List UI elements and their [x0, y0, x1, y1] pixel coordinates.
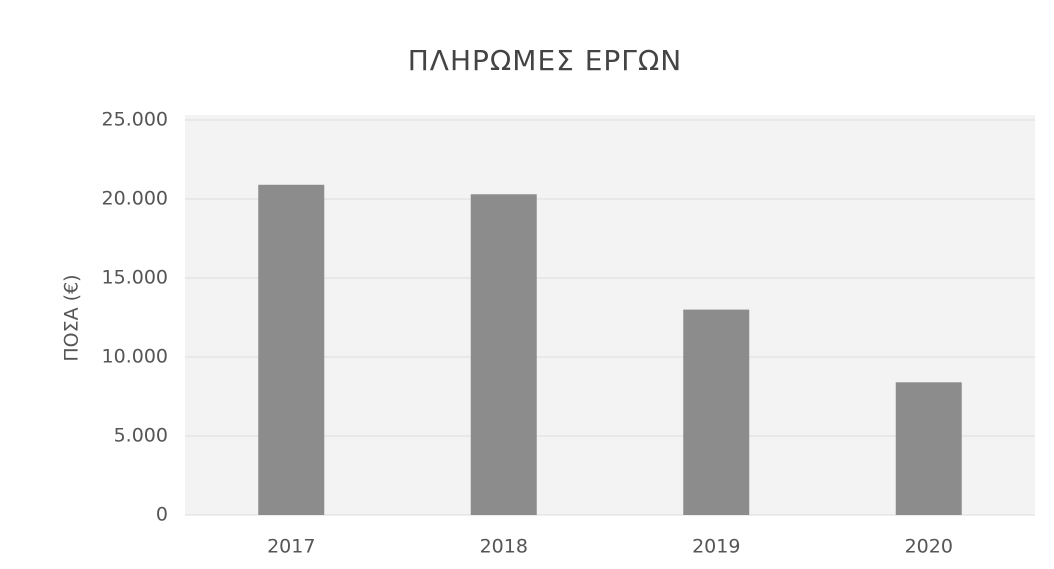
bar	[470, 194, 537, 515]
y-tick-label: 20.000	[102, 188, 168, 210]
bar	[683, 309, 750, 515]
y-tick-label: 15.000	[102, 267, 168, 289]
y-axis-label: ΠΟΣΑ (€)	[61, 274, 83, 361]
x-tick-label: 2018	[480, 536, 528, 558]
x-tick-label: 2019	[692, 536, 740, 558]
plot-area	[185, 115, 1035, 515]
bar	[895, 382, 962, 515]
y-tick-label: 5.000	[114, 425, 168, 447]
x-tick-label: 2017	[267, 536, 315, 558]
bar	[258, 184, 325, 515]
y-tick-label: 10.000	[102, 346, 168, 368]
y-tick-label: 0	[156, 504, 168, 526]
chart-title: ΠΛΗΡΩΜΕΣ ΕΡΓΩΝ	[408, 44, 683, 77]
y-tick-label: 25.000	[102, 109, 168, 131]
x-tick-label: 2020	[905, 536, 953, 558]
